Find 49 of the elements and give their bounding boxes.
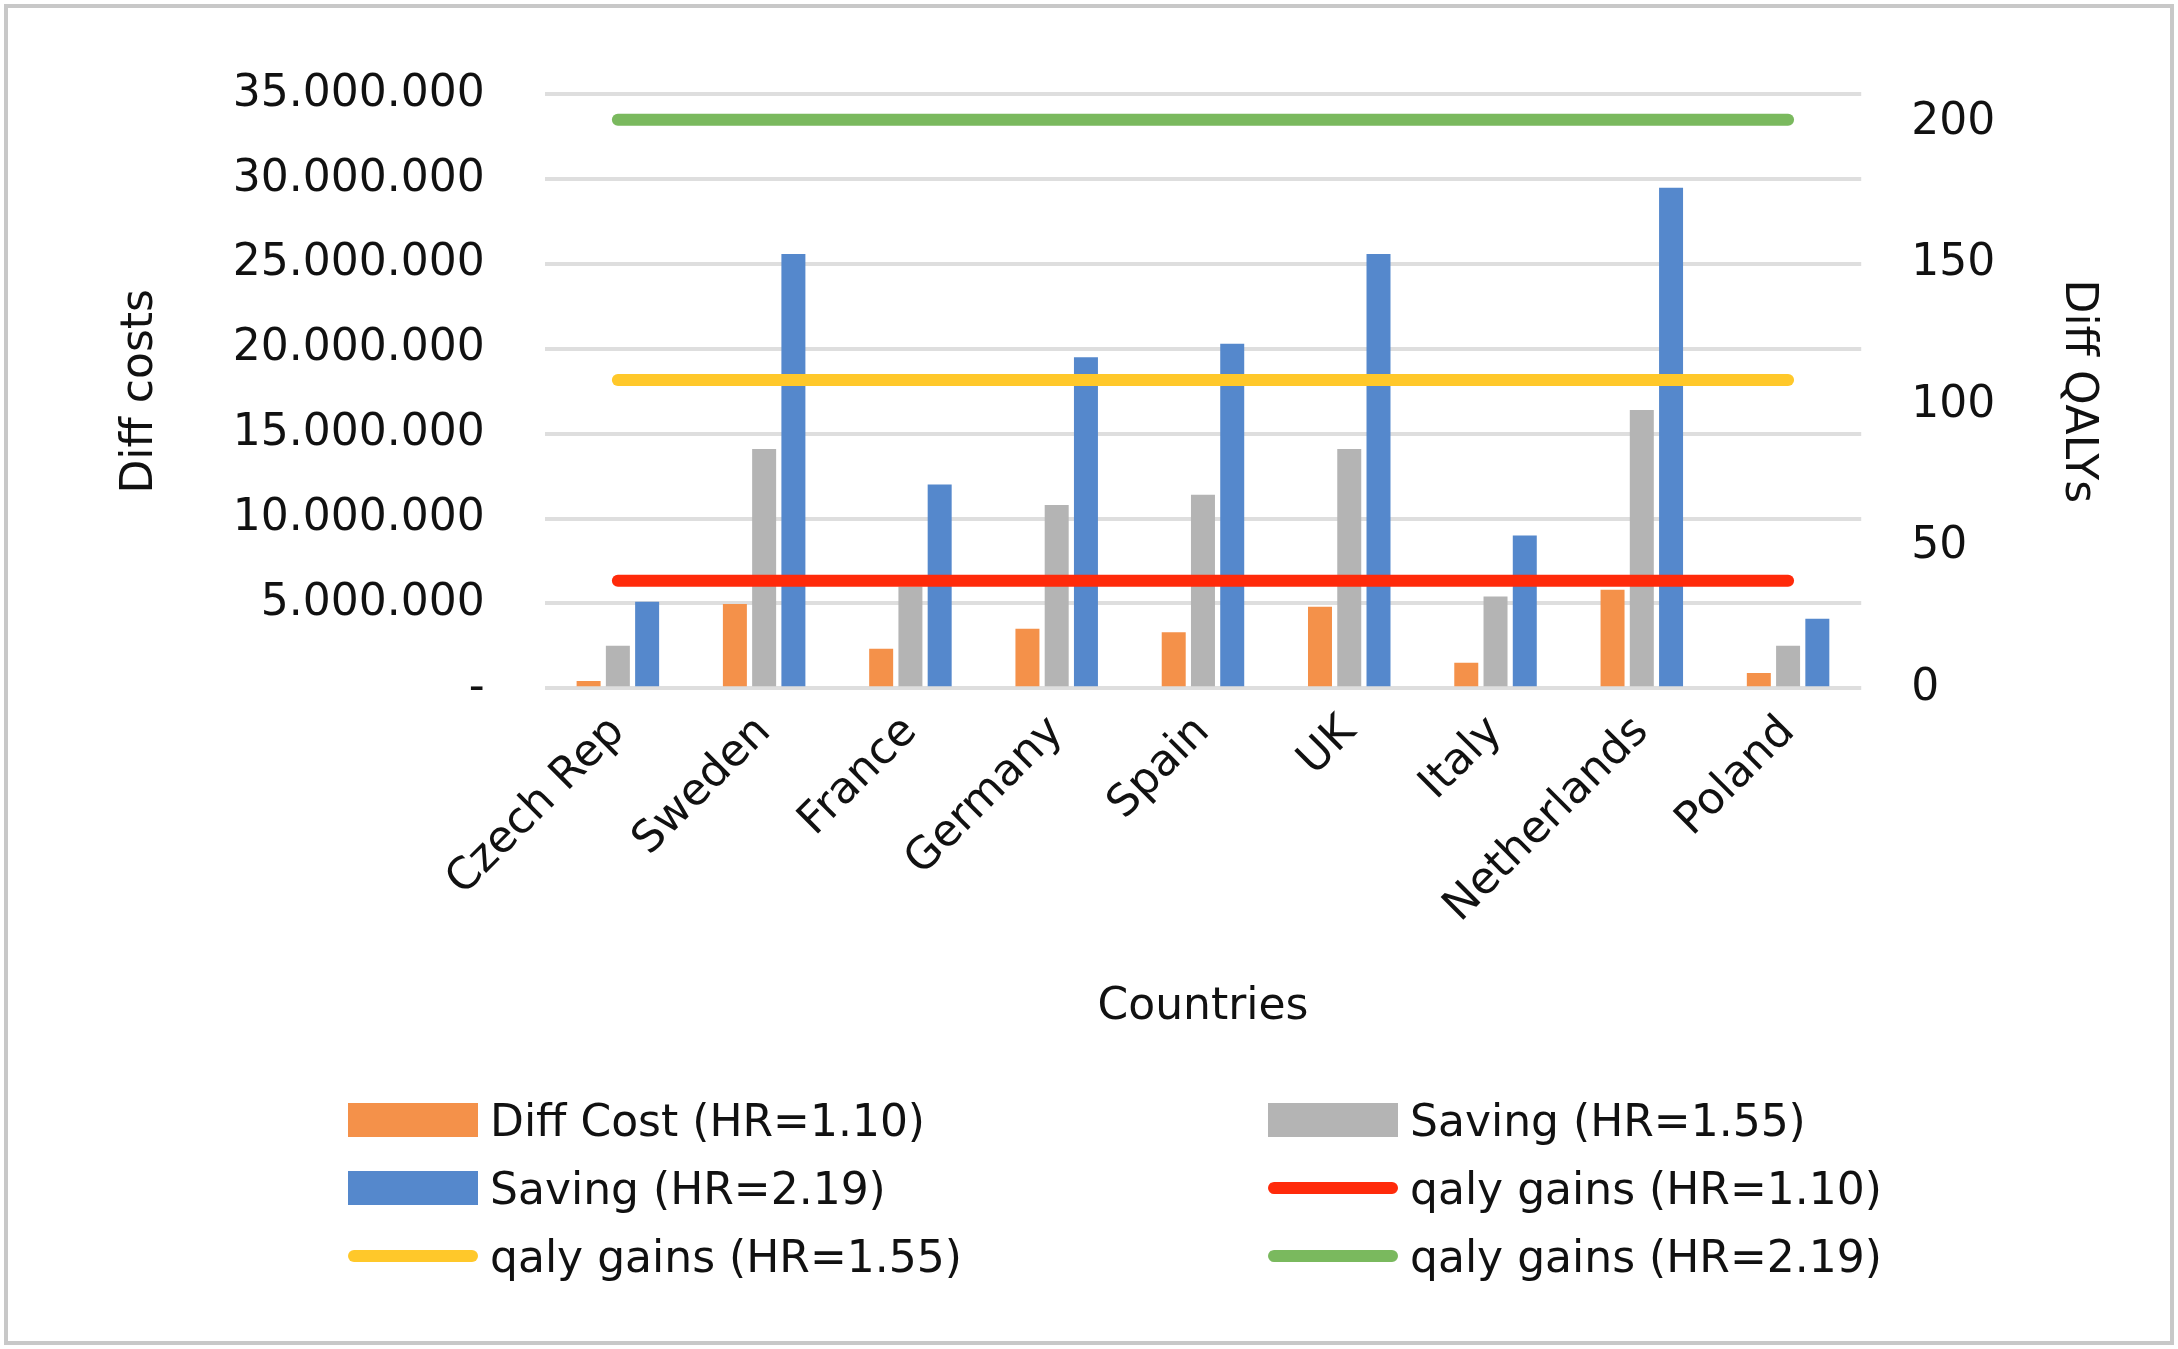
bar <box>1659 187 1684 687</box>
legend-label: qaly gains (HR=2.19) <box>1410 1230 1882 1282</box>
bar <box>1629 409 1654 687</box>
x-axis-title: Countries <box>1097 978 1309 1030</box>
y-tick-label: 25.000.000 <box>232 234 485 286</box>
y2-tick-label: 50 <box>1911 517 1968 569</box>
legend-label: Saving (HR=1.55) <box>1410 1094 1806 1146</box>
bar <box>1337 448 1362 687</box>
bar <box>1454 662 1479 687</box>
bar <box>1015 628 1040 687</box>
y-tick-label: 5.000.000 <box>260 573 485 625</box>
bar <box>1366 253 1391 687</box>
y2-tick-label: 150 <box>1911 234 1996 286</box>
bar <box>752 448 777 687</box>
bar <box>1308 606 1332 687</box>
legend-label: qaly gains (HR=1.10) <box>1410 1162 1882 1214</box>
y2-axis-title: Diff QALYs <box>2056 279 2108 504</box>
bar <box>781 253 806 687</box>
bar <box>1600 589 1625 687</box>
y-tick-label: 30.000.000 <box>232 149 485 201</box>
bar <box>1776 645 1801 687</box>
legend-label: qaly gains (HR=1.55) <box>490 1230 962 1282</box>
bar <box>869 648 894 687</box>
bar <box>722 604 747 687</box>
y-tick-label: 10.000.000 <box>232 488 485 540</box>
bar <box>898 586 923 687</box>
y2-tick-label: 200 <box>1911 93 1996 145</box>
bar <box>1483 596 1508 687</box>
bar <box>1805 618 1830 687</box>
legend-label: Diff Cost (HR=1.10) <box>490 1094 926 1146</box>
bar <box>1161 632 1186 687</box>
bar <box>927 484 952 687</box>
bar <box>1220 343 1245 687</box>
legend-label: Saving (HR=2.19) <box>490 1162 886 1214</box>
y-tick-label: 35.000.000 <box>232 64 485 116</box>
bar <box>635 601 660 687</box>
y2-tick-label: 100 <box>1911 375 1996 427</box>
bar <box>1073 357 1098 687</box>
bar <box>1044 504 1069 687</box>
y-tick-label: - <box>468 658 485 710</box>
bar <box>576 681 601 687</box>
bar <box>605 645 630 687</box>
y-tick-label: 15.000.000 <box>232 404 485 456</box>
bar <box>1746 672 1771 687</box>
y-axis-title: Diff costs <box>110 288 162 494</box>
y-tick-label: 20.000.000 <box>232 319 485 371</box>
bar <box>1190 494 1215 687</box>
y2-tick-label: 0 <box>1911 658 1940 710</box>
x-tick-label: UK <box>1285 703 1366 784</box>
